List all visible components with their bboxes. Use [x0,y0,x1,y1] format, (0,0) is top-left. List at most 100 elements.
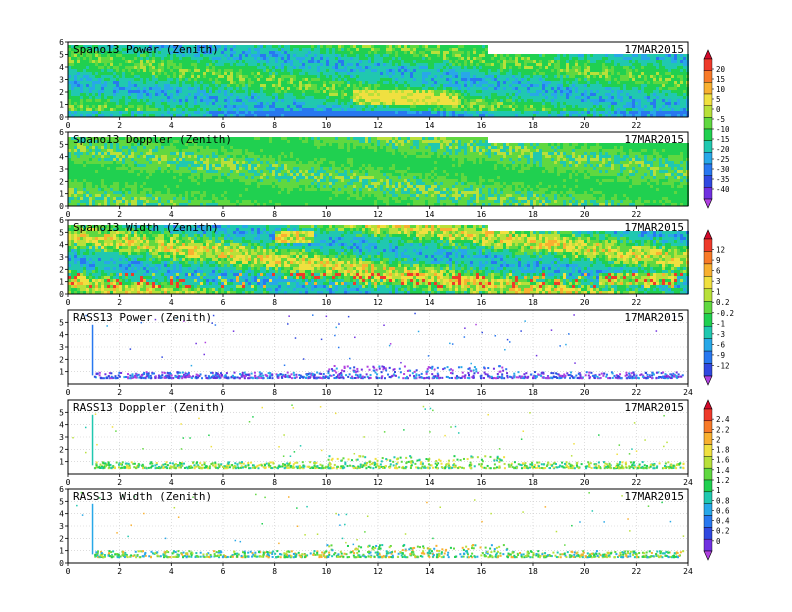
heatmap-cell [233,78,236,81]
heatmap-cell [329,60,332,63]
heatmap-cell [224,51,227,54]
heatmap-cell [623,60,626,63]
heatmap-cell [209,63,212,66]
heatmap-cell [464,111,467,114]
heatmap-cell [614,57,617,60]
heatmap-cell [224,96,227,99]
heatmap-cell [449,54,452,57]
heatmap-cell [299,108,302,111]
heatmap-cell [230,111,233,114]
heatmap-cell [671,87,674,90]
heatmap-cell [440,102,443,105]
heatmap-cell [239,69,242,72]
heatmap-cell [89,57,92,60]
heatmap-cell [425,48,428,51]
heatmap-cell [173,111,176,114]
heatmap-cell [455,54,458,57]
heatmap-cell [89,170,92,173]
heatmap-cell [266,84,269,87]
heatmap-cell [467,57,470,60]
heatmap-cell [86,108,89,111]
heatmap-cell [500,54,503,57]
heatmap-cell [275,78,278,81]
heatmap-cell [311,60,314,63]
heatmap-cell [398,81,401,84]
heatmap-cell [662,108,665,111]
heatmap-cell [416,111,419,114]
heatmap-cell [500,81,503,84]
heatmap-cell [197,96,200,99]
heatmap-cell [560,96,563,99]
heatmap-cell [248,87,251,90]
heatmap-cell [236,99,239,102]
heatmap-cell [395,84,398,87]
heatmap-cell [260,105,263,108]
heatmap-cell [374,93,377,96]
heatmap-cell [452,75,455,78]
heatmap-cell [92,69,95,72]
heatmap-cell [260,90,263,93]
heatmap-cell [596,81,599,84]
heatmap-cell [407,111,410,114]
heatmap-cell [263,57,266,60]
heatmap-cell [182,96,185,99]
heatmap-cell [257,48,260,51]
heatmap-cell [512,72,515,75]
heatmap-cell [515,81,518,84]
heatmap-cell [140,72,143,75]
heatmap-cell [251,102,254,105]
heatmap-cell [464,57,467,60]
heatmap-cell [485,99,488,102]
heatmap-cell [356,48,359,51]
heatmap-cell [374,72,377,75]
heatmap-cell [485,69,488,72]
heatmap-cell [647,84,650,87]
heatmap-cell [428,72,431,75]
heatmap-cell [71,194,74,197]
heatmap-cell [632,102,635,105]
heatmap-cell [116,66,119,69]
heatmap-cell [74,87,77,90]
heatmap-cell [590,93,593,96]
heatmap-cell [542,69,545,72]
heatmap-cell [134,99,137,102]
heatmap-cell [428,75,431,78]
heatmap-cell [488,78,491,81]
heatmap-cell [473,60,476,63]
heatmap-cell [470,66,473,69]
heatmap-cell [404,108,407,111]
heatmap-cell [638,75,641,78]
heatmap-cell [608,66,611,69]
heatmap-cell [554,78,557,81]
heatmap-cell [458,66,461,69]
heatmap-cell [236,66,239,69]
heatmap-cell [578,87,581,90]
heatmap-cell [602,54,605,57]
heatmap-cell [473,93,476,96]
x-tick-label: 0 [66,121,71,130]
heatmap-cell [314,66,317,69]
heatmap-cell [491,75,494,78]
heatmap-cell [200,93,203,96]
heatmap-cell [383,111,386,114]
heatmap-cell [479,66,482,69]
heatmap-cell [683,60,686,63]
heatmap-cell [113,111,116,114]
heatmap-cell [470,87,473,90]
heatmap-cell [323,75,326,78]
heatmap-cell [542,105,545,108]
heatmap-cell [266,45,269,48]
heatmap-cell [125,96,128,99]
heatmap-cell [233,45,236,48]
heatmap-cell [455,45,458,48]
heatmap-cell [89,179,92,182]
heatmap-cell [662,72,665,75]
heatmap-cell [440,96,443,99]
heatmap-cell [617,72,620,75]
heatmap-cell [284,105,287,108]
heatmap-cell [248,48,251,51]
heatmap-cell [383,69,386,72]
heatmap-cell [536,90,539,93]
heatmap-cell [95,93,98,96]
heatmap-cell [614,90,617,93]
